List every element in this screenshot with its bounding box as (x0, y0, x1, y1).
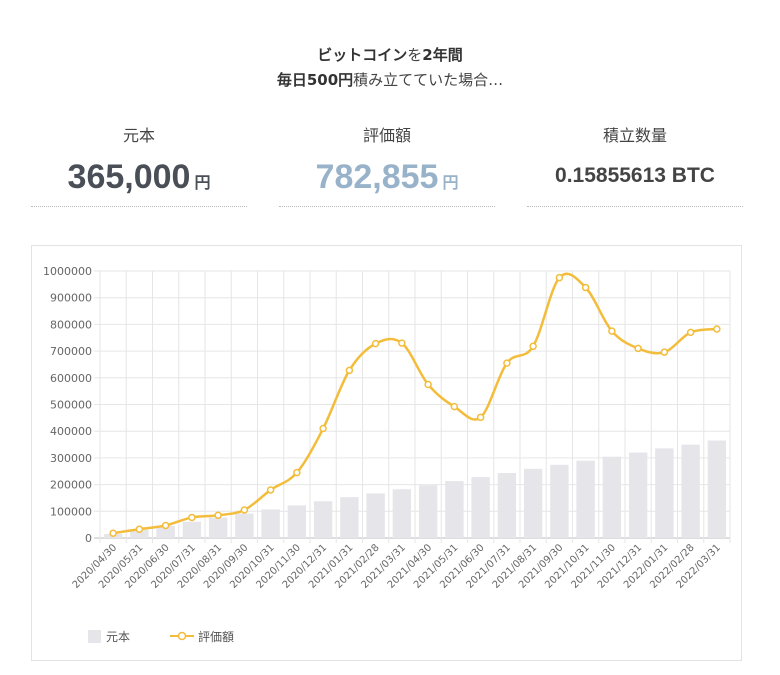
bar-principal (392, 489, 412, 538)
stat-value: 0.15855613 BTC (527, 164, 743, 188)
valuation-point (135, 525, 144, 533)
valuation-point (109, 529, 117, 537)
bar-principal (576, 460, 595, 538)
bar-principal (130, 529, 149, 538)
valuation-point (424, 380, 432, 389)
legend-swatch-icon (88, 630, 101, 643)
headline-text: を (407, 46, 423, 64)
valuation-point (188, 513, 196, 522)
y-tick-label: 1000000 (43, 265, 92, 278)
bar-principal (313, 501, 333, 538)
headline-bold: 2年間 (422, 46, 463, 64)
stat-label: 評価額 (362, 126, 411, 145)
stat-number: 782,855 (315, 158, 439, 196)
valuation-point (634, 344, 642, 353)
y-tick-label: 0 (85, 532, 92, 545)
stat-label: 積立数量 (602, 126, 667, 145)
valuation-point (319, 424, 327, 433)
valuation-point (581, 283, 590, 292)
bar-principal (418, 485, 438, 538)
valuation-point (161, 521, 170, 530)
chart-grid (94, 270, 731, 543)
chart-bars (103, 440, 727, 538)
valuation-point (555, 273, 564, 282)
stat-label: 元本 (122, 126, 155, 145)
bar-principal (497, 472, 517, 538)
bar-principal (471, 477, 490, 538)
headline-bold: ビットコイン (317, 46, 408, 64)
chart-line (109, 272, 721, 537)
bar-principal (208, 517, 228, 538)
stat-divider (527, 206, 743, 207)
legend-principal[interactable]: 元本 (88, 628, 130, 645)
stat-quantity: 積立数量 0.15855613 BTC (527, 122, 743, 207)
legend-label: 元本 (106, 630, 131, 644)
y-tick-label: 900000 (50, 292, 92, 305)
bar-principal (655, 448, 674, 538)
bar-principal (340, 497, 359, 538)
stat-value: 365,000 円 (31, 158, 247, 197)
chart-container (31, 245, 742, 661)
bar-principal (261, 509, 280, 538)
stat-unit: 円 (194, 173, 211, 192)
headline-text: 積み立てていた場合… (353, 71, 504, 89)
bar-principal (628, 452, 648, 538)
y-tick-label: 100000 (50, 505, 92, 518)
valuation-point (214, 511, 222, 520)
valuation-point (345, 366, 354, 375)
valuation-point (293, 468, 301, 477)
bar-principal (550, 464, 569, 538)
stat-valuation: 評価額 782,855 円 (279, 122, 495, 207)
y-tick-label: 400000 (50, 425, 92, 438)
valuation-point (240, 506, 249, 514)
bar-principal (287, 505, 307, 538)
y-tick-label: 300000 (50, 452, 92, 465)
valuation-point (686, 328, 695, 337)
bar-principal (182, 521, 202, 538)
stat-value: 782,855 円 (279, 158, 495, 197)
stat-divider (279, 206, 495, 207)
stat-number: 365,000 (67, 158, 191, 196)
bar-principal (602, 456, 622, 538)
y-tick-label: 500000 (50, 399, 92, 412)
bar-principal (681, 444, 700, 538)
legend-valuation[interactable]: 評価額 (170, 628, 234, 645)
y-tick-label: 200000 (50, 479, 92, 492)
headline-bold: 毎日500円 (276, 71, 354, 89)
valuation-point (371, 339, 380, 348)
valuation-point (266, 486, 275, 494)
headline-line2: 毎日500円積み立てていた場合… (0, 69, 780, 90)
stat-principal: 元本 365,000 円 (31, 122, 247, 207)
stat-unit: 円 (442, 173, 459, 192)
x-axis-labels: 2020/04/302020/05/312020/06/302020/07/31… (71, 542, 723, 591)
stat-number: 0.15855613 BTC (555, 164, 715, 187)
valuation-point (503, 359, 511, 367)
valuation-point (476, 413, 485, 422)
bar-principal (366, 493, 385, 538)
legend-line-icon (170, 631, 194, 641)
legend-label: 評価額 (198, 630, 235, 644)
valuation-point (529, 342, 537, 351)
valuation-point (713, 325, 721, 333)
bar-principal (235, 513, 254, 538)
valuation-point (450, 402, 459, 411)
headline-line1: ビットコインを2年間 (0, 44, 780, 65)
valuation-point (608, 327, 616, 335)
stat-divider (31, 206, 247, 207)
valuation-point (398, 339, 406, 347)
y-tick-label: 600000 (50, 372, 92, 385)
y-axis-labels: 0 100000 200000 300000 400000 500000 600000 700… (43, 265, 92, 545)
bar-principal (445, 481, 464, 538)
bar-principal (523, 468, 543, 538)
bar-principal (156, 525, 175, 538)
y-tick-label: 800000 (50, 318, 92, 331)
y-tick-label: 700000 (50, 345, 92, 358)
valuation-point (660, 348, 669, 356)
bar-principal (707, 440, 727, 538)
